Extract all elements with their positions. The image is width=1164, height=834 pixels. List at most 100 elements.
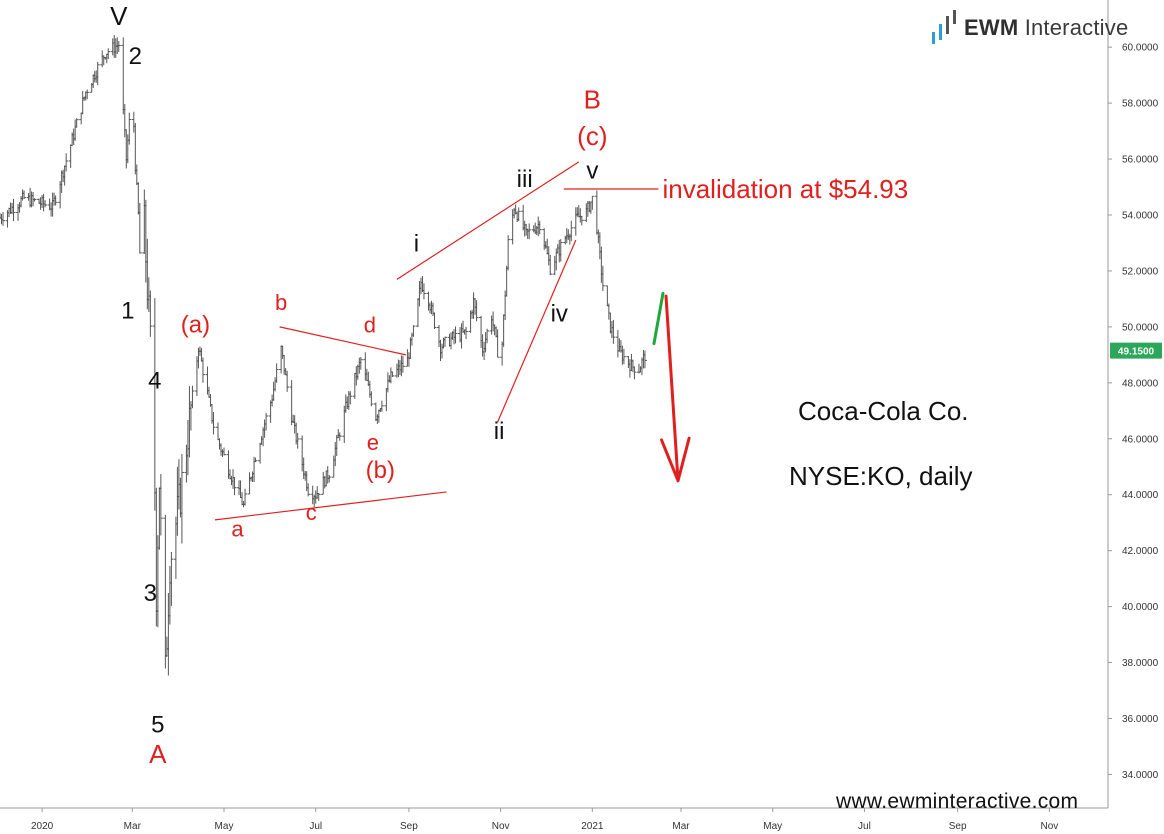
ohlc-bar [247,472,252,495]
ohlc-bar [79,112,84,125]
ohlc-bar [632,366,637,380]
ohlc-bar [464,326,469,340]
i-iii-line [396,161,580,280]
ohlc-bar [95,61,100,86]
bar-chart-icon [932,10,956,44]
ohlc-bar [537,220,542,235]
ohlc-bar [121,37,126,115]
ohlc-bar [137,202,142,254]
ohlc-bar [453,326,458,344]
x-tick-label: Nov [1040,821,1058,832]
x-tick-label: Nov [492,821,510,832]
y-tick-label: 44.0000 [1122,490,1159,501]
ohlc-bar [264,412,269,431]
invalidation-label: invalidation at $54.93 [662,174,908,204]
y-tick-label: 46.0000 [1122,434,1159,445]
wave-label: (b) [366,457,395,484]
wave-label: e [367,430,379,455]
ohlc-bar [411,325,416,337]
ohlc-bar [611,319,616,344]
ohlc-bar [390,371,395,378]
brand-logo: EWM Interactive [930,10,1128,46]
ohlc-bar [369,391,374,407]
y-tick-label: 56.0000 [1122,155,1159,166]
ohlc-bar [474,300,479,322]
ohlc-bar [253,457,258,463]
wave-label: 4 [148,367,161,394]
wave-label: i [414,230,419,257]
ohlc-bar [116,41,121,53]
ohlc-bar [358,357,363,370]
ohlc-bar [106,48,111,60]
x-tick-label: Jul [858,821,871,832]
y-tick-label: 60.0000 [1122,43,1159,54]
wave-label: V [110,1,128,31]
ohlc-bar [211,412,216,435]
y-tick-label: 52.0000 [1122,266,1159,277]
ohlc-bar [158,474,163,536]
ohlc-bar [200,357,205,383]
wave-label: iii [517,166,533,193]
current-price-label: 49.1500 [1118,347,1155,358]
y-tick-label: 36.0000 [1122,714,1159,725]
ohlc-bar [80,90,85,115]
y-tick-label: 42.0000 [1122,546,1159,557]
ohlc-bar [43,200,48,208]
wave-label: 1 [121,297,134,324]
ohlc-bar [600,265,605,291]
ohlc-bar [68,144,73,168]
y-tick-label: 38.0000 [1122,658,1159,669]
ohlc-bar [232,477,237,496]
ohlc-bar [516,207,521,222]
ohlc-bar [594,190,599,235]
x-tick-label: 2021 [581,821,604,832]
ohlc-bar [579,215,584,226]
ac-line [214,491,447,521]
projection-green-line [652,291,665,346]
wave-label: 2 [129,43,142,70]
wave-label: (c) [577,121,607,151]
wave-label: 3 [144,580,157,607]
x-tick-label: Mar [672,821,690,832]
wave-label: A [149,739,167,769]
ohlc-bar [74,118,79,128]
y-tick-label: 34.0000 [1122,770,1159,781]
ticker-caption: NYSE:KO, daily [789,461,973,491]
company-caption: Coca-Cola Co. [798,396,969,426]
ohlc-bar [243,488,248,506]
ohlc-bar [569,220,574,242]
ohlc-bar [548,254,553,276]
ohlc-bar [432,312,437,330]
y-tick-label: 54.0000 [1122,210,1159,221]
wave-label: d [364,312,376,337]
wave-label: B [584,85,601,115]
y-tick-label: 50.0000 [1122,322,1159,333]
ohlc-bar [295,432,300,449]
x-tick-label: Sep [400,821,418,832]
wave-label: b [275,290,287,315]
y-tick-label: 40.0000 [1122,602,1159,613]
ohlc-bar [169,551,174,606]
ohlc-bar [605,285,610,307]
wave-label: iv [551,300,568,327]
x-tick-label: May [215,821,234,832]
trendlines: invalidation at $54.93 [214,161,908,521]
ii-iv-line [497,239,577,423]
ohlc-bar [215,422,220,441]
arrow-head [660,436,691,483]
x-tick-label: 2020 [31,821,54,832]
ohlc-bar [642,350,647,369]
ohlc-bar [306,483,311,497]
x-tick-label: Sep [949,821,967,832]
ohlc-bar [558,239,563,262]
website-url: www.ewminteractive.com [836,790,1079,813]
ohlc-bar [590,195,595,210]
y-tick-label: 58.0000 [1122,99,1159,110]
projection-red-arrow [664,294,680,483]
ohlc-bar [190,385,195,409]
wave-label: a [231,517,244,542]
ohlc-bar [421,283,426,300]
ohlc-bar [1,212,6,226]
